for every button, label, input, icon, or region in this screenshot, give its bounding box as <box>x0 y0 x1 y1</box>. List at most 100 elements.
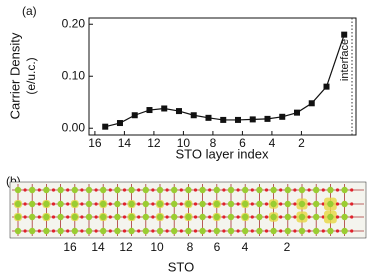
oxygen <box>193 202 198 206</box>
atom <box>199 213 206 221</box>
data-point <box>249 116 256 123</box>
atom <box>100 213 107 221</box>
oxygen <box>137 202 141 206</box>
y-axis-unit: (e/u.c.) <box>24 57 38 94</box>
atom <box>313 186 320 194</box>
atom <box>185 227 192 235</box>
atom <box>171 213 178 221</box>
atom <box>128 213 135 221</box>
x-tick-label: 16 <box>88 136 102 150</box>
data-point <box>293 109 300 116</box>
oxygen <box>66 188 70 192</box>
atom <box>114 200 121 208</box>
data-point <box>308 100 315 107</box>
oxygen <box>179 229 183 233</box>
atom <box>213 227 220 235</box>
oxygen <box>122 215 127 219</box>
atom <box>57 227 64 235</box>
atom <box>57 186 64 194</box>
x-tick-label: 6 <box>239 136 246 150</box>
oxygen <box>236 202 240 206</box>
atom <box>100 227 107 235</box>
oxygen <box>122 229 127 233</box>
oxygen <box>66 229 70 233</box>
oxygen <box>335 202 340 206</box>
atom <box>270 200 277 208</box>
oxygen <box>208 188 212 192</box>
atom <box>14 213 22 221</box>
atom <box>341 213 348 221</box>
oxygen <box>66 202 70 206</box>
oxygen <box>37 215 41 219</box>
oxygen <box>279 202 283 206</box>
oxygen <box>165 188 169 192</box>
atom <box>298 186 306 194</box>
oxygen <box>279 188 283 192</box>
oxygen <box>222 215 226 219</box>
oxygen <box>108 188 112 192</box>
oxygen <box>137 188 141 192</box>
x-tick-label: 8 <box>210 136 217 150</box>
atom <box>71 227 79 235</box>
oxygen <box>165 202 169 206</box>
oxygen <box>293 202 297 206</box>
atom <box>156 186 164 194</box>
atom <box>114 227 121 235</box>
atom <box>114 186 121 194</box>
oxygen <box>279 215 283 219</box>
atom <box>227 213 235 221</box>
oxygen <box>179 202 183 206</box>
x-tick-label: 12 <box>147 136 161 150</box>
atom <box>171 186 178 194</box>
oxygen <box>222 188 226 192</box>
oxygen <box>179 215 183 219</box>
atom <box>256 200 263 208</box>
oxygen <box>137 215 141 219</box>
data-point <box>205 114 212 121</box>
oxygen <box>208 215 212 219</box>
atom <box>43 213 50 221</box>
atom <box>284 227 291 235</box>
atom <box>142 186 149 194</box>
structure-tick-label: 10 <box>150 240 164 254</box>
atom <box>57 200 64 208</box>
atom <box>100 200 107 208</box>
oxygen <box>80 202 84 206</box>
atom <box>142 200 149 208</box>
structure-tick-label: 6 <box>214 240 221 254</box>
oxygen <box>193 215 198 219</box>
structure-label: STO <box>168 259 195 274</box>
oxygen <box>335 229 340 233</box>
oxygen <box>250 202 254 206</box>
y-tick-label: 0.00 <box>62 120 86 134</box>
data-point <box>323 83 330 90</box>
y-tick-label: 0.20 <box>62 16 86 30</box>
structure-tick-label: 16 <box>63 240 77 254</box>
atom <box>242 213 249 221</box>
atom <box>128 200 135 208</box>
oxygen <box>236 188 240 192</box>
oxygen <box>293 229 297 233</box>
oxygen <box>108 215 112 219</box>
oxygen <box>122 188 127 192</box>
atom <box>242 200 249 208</box>
oxygen <box>165 215 169 219</box>
oxygen <box>23 215 27 219</box>
atom <box>14 227 22 235</box>
oxygen <box>137 229 141 233</box>
atom <box>341 227 348 235</box>
structure-tick-label: 2 <box>284 240 291 254</box>
atom <box>43 200 50 208</box>
x-tick-label: 2 <box>298 136 305 150</box>
atom <box>114 213 121 221</box>
oxygen <box>23 188 27 192</box>
oxygen <box>350 202 354 206</box>
atom <box>313 213 320 221</box>
x-axis-label: STO layer index <box>176 146 269 161</box>
atom <box>128 186 135 194</box>
atom <box>270 227 277 235</box>
oxygen <box>51 215 56 219</box>
oxygen <box>264 202 269 206</box>
oxygen <box>335 215 340 219</box>
